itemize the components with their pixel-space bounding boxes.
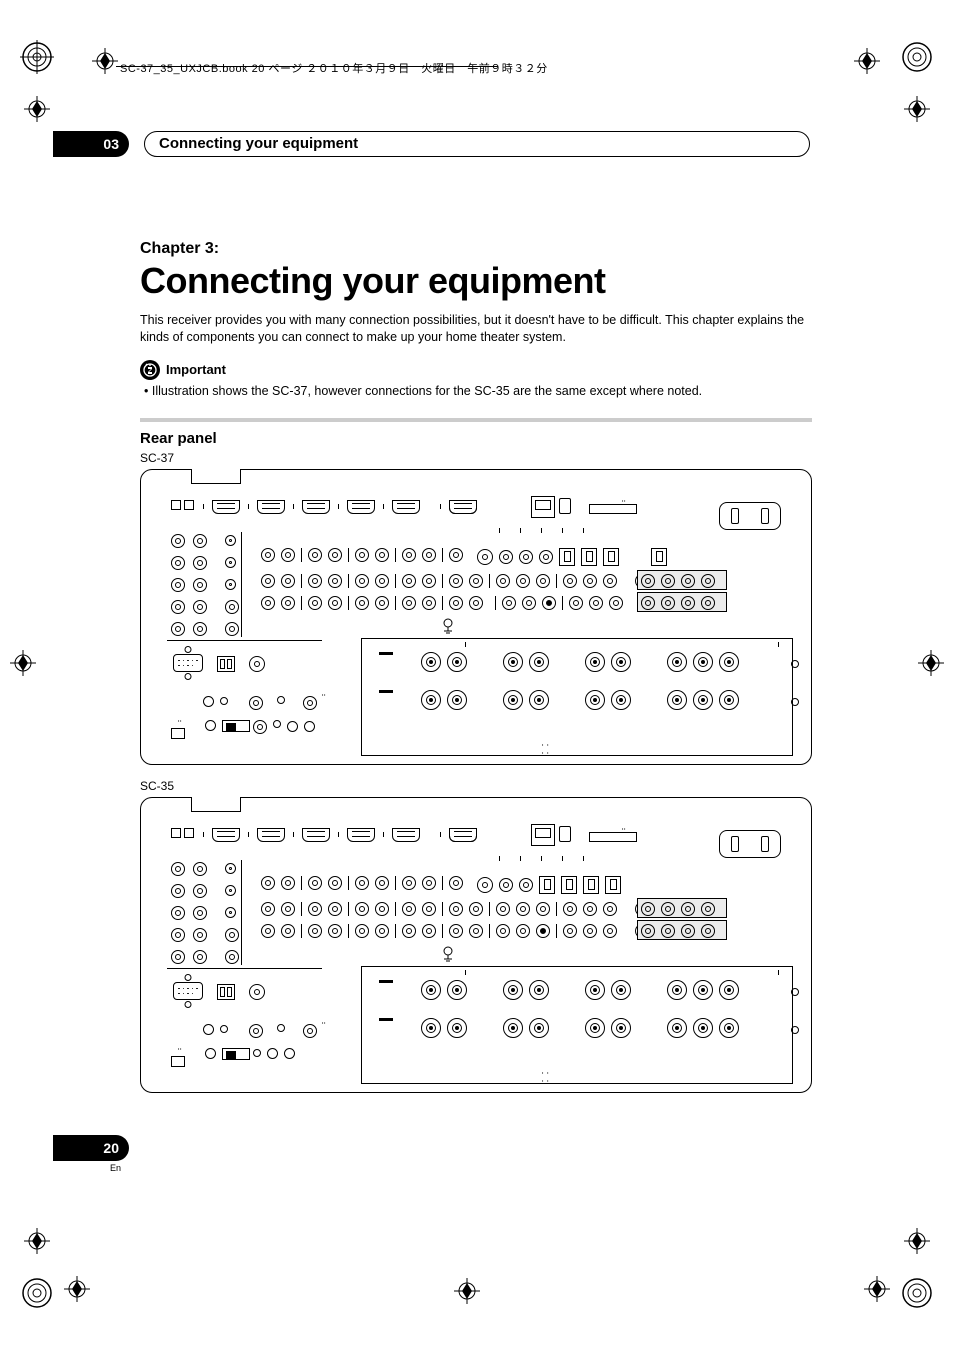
video-rca-col — [171, 534, 236, 548]
page-number-badge: 20 — [53, 1135, 129, 1161]
ac-inlet — [719, 502, 781, 530]
analog-row1 — [261, 548, 463, 562]
video-rca-col5 — [171, 622, 239, 636]
ir-port — [217, 656, 235, 672]
regmark-mid-right — [918, 650, 944, 676]
book-header: SC-37_35_UXJCB.book 20 ページ ２０１０年３月９日 火曜日… — [120, 60, 548, 76]
regmark-mid-left — [10, 650, 36, 676]
hdmi-in-row — [203, 500, 477, 514]
regmark-top-left-cross — [92, 48, 118, 74]
component-ticks — [499, 528, 584, 533]
preout-row2 — [641, 596, 715, 610]
rear-panel-sc35: ⠒ — [140, 797, 812, 1093]
usb-port — [559, 498, 571, 514]
sirius-icon — [477, 549, 493, 565]
page-lang: En — [110, 1163, 121, 1173]
regmark-bottom-left-outer — [20, 1276, 54, 1310]
regmark-br-inner — [904, 1228, 930, 1254]
component-row — [477, 548, 667, 566]
analog-row3 — [261, 596, 695, 610]
regmark-bl-inner — [24, 1228, 50, 1254]
preout-row1 — [641, 574, 715, 588]
hdmi-row — [171, 500, 194, 510]
important-label: Important — [166, 362, 226, 377]
important-icon — [140, 360, 160, 380]
antenna-fm — [249, 656, 265, 672]
rs232c-port — [173, 654, 203, 672]
regmark-right-inner — [904, 96, 930, 122]
control-row2 — [205, 720, 250, 732]
speaker-row1 — [421, 652, 739, 672]
control-row — [249, 696, 317, 710]
model-label-sc37: SC-37 — [140, 451, 812, 465]
trigger-row — [203, 696, 228, 707]
section-number-tab: 03 — [53, 131, 129, 157]
regmark-bottom-right-cross — [864, 1276, 890, 1302]
rear-panel-heading: Rear panel — [140, 430, 812, 447]
video-rca-col2 — [171, 556, 236, 570]
regmark-top-right-outer — [900, 40, 934, 74]
adapter-slot — [589, 504, 637, 514]
chapter-title: Connecting your equipment — [140, 260, 812, 302]
divider — [140, 418, 812, 422]
switch-icon — [171, 728, 185, 739]
speaker-label-b — [379, 690, 393, 693]
rear-panel-sc37: ⠒ — [140, 469, 812, 765]
page: SC-37_35_UXJCB.book 20 ページ ２０１０年３月９日 火曜日… — [0, 0, 954, 1350]
important-bullet: • Illustration shows the SC-37, however … — [144, 384, 812, 398]
video-rca-col4 — [171, 600, 239, 614]
regmark-top-left-outer — [20, 40, 54, 74]
regmark-top-right-cross — [854, 48, 880, 74]
regmark-bottom-left-cross — [64, 1276, 90, 1302]
control-row3 — [253, 720, 315, 734]
section-title-bar: Connecting your equipment — [144, 131, 810, 157]
ground-icon — [441, 618, 455, 639]
speaker-row2 — [421, 690, 739, 710]
lan-port — [531, 496, 555, 518]
content-area: Chapter 3: Connecting your equipment Thi… — [140, 240, 812, 1107]
chapter-intro: This receiver provides you with many con… — [140, 312, 812, 346]
panel-notch — [191, 797, 241, 812]
regmark-bottom-center — [454, 1278, 480, 1304]
regmark-bottom-right-outer — [900, 1276, 934, 1310]
regmark-left-inner — [24, 96, 50, 122]
model-label-sc35: SC-35 — [140, 779, 812, 793]
important-row: Important — [140, 360, 812, 380]
panel-notch — [191, 469, 241, 484]
video-rca-col3 — [171, 578, 236, 592]
analog-row2 — [261, 574, 689, 588]
chapter-label: Chapter 3: — [140, 240, 812, 258]
hdmi-out-row — [449, 500, 477, 514]
speaker-label-a — [379, 652, 393, 655]
